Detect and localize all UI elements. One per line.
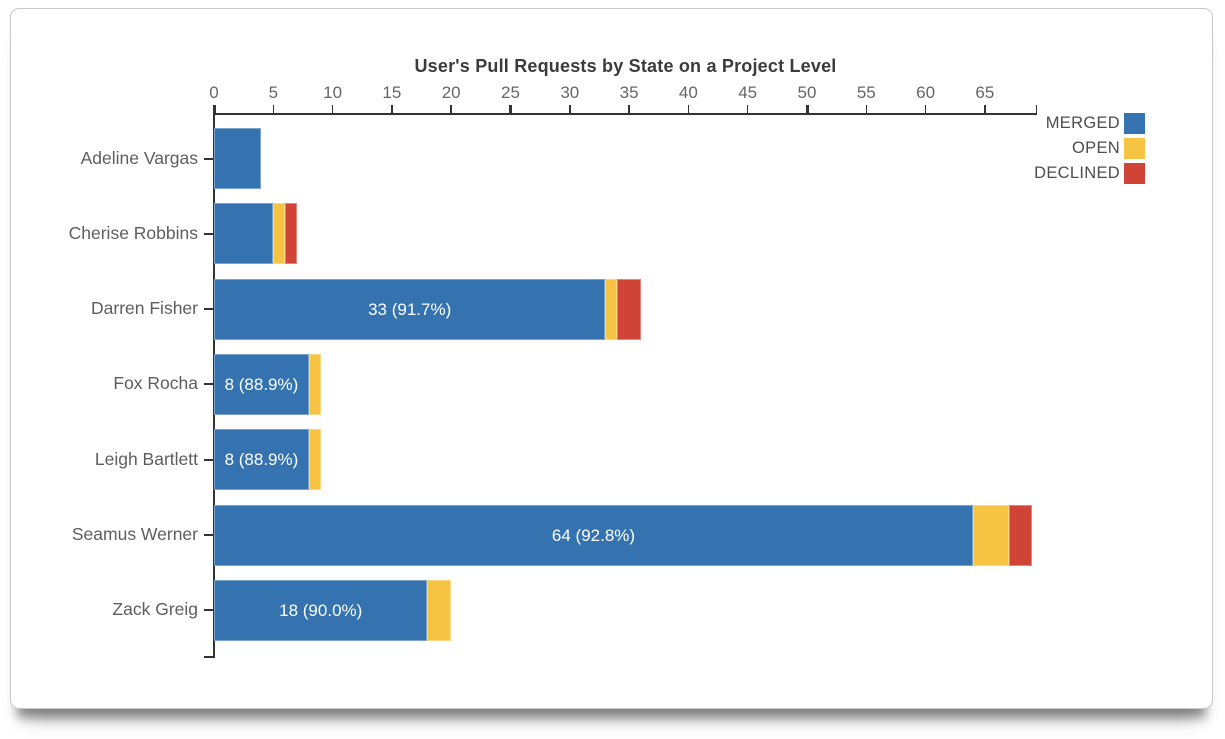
x-axis-tick-label: 30 <box>560 83 580 102</box>
bar-value-label: 18 (90.0%) <box>279 600 363 620</box>
category-label: Zack Greig <box>112 599 198 620</box>
category-label: Adeline Vargas <box>80 147 198 168</box>
bar-segment-declined[interactable] <box>1008 504 1033 566</box>
x-axis-tick <box>509 105 512 113</box>
x-axis-tick-label: 45 <box>738 83 758 102</box>
bar-segment-open[interactable] <box>308 353 321 415</box>
x-axis-tick-label: 0 <box>209 83 219 102</box>
x-axis-line <box>214 113 1038 115</box>
x-axis-tick-label: 65 <box>975 83 995 102</box>
chart-title: User's Pull Requests by State on a Proje… <box>414 56 837 76</box>
x-axis-tick <box>865 105 868 113</box>
category-label: Leigh Bartlett <box>94 448 198 469</box>
category-label: Cherise Robbins <box>68 222 198 243</box>
bar-segment-declined[interactable] <box>617 278 641 340</box>
category-label: Seamus Werner <box>71 524 198 545</box>
x-axis-tick <box>391 105 393 113</box>
y-axis-end-tick <box>204 656 214 658</box>
x-axis-tick <box>272 105 275 113</box>
legend-item-open[interactable]: OPEN <box>1034 138 1145 159</box>
legend-label: MERGED <box>1045 114 1120 132</box>
bar-segment-merged[interactable] <box>214 353 309 415</box>
x-axis-tick <box>924 105 927 113</box>
declined-color-swatch <box>1124 163 1145 184</box>
x-axis-tick <box>687 105 690 113</box>
category-tick <box>204 308 214 311</box>
bar-segment-open[interactable] <box>973 504 1009 566</box>
stacked-bar-chart: 0 5 10 15 20 25 30 35 40 45 50 55 60 65 Adeline Vargas… <box>11 9 1212 708</box>
legend-label: OPEN <box>1072 139 1120 157</box>
bar-segment-merged[interactable] <box>214 128 262 189</box>
chart-legend: MERGED OPEN DECLINED <box>1034 113 1145 188</box>
bar-segment-declined[interactable] <box>285 203 298 265</box>
x-axis-tick <box>331 105 334 113</box>
category-tick <box>204 458 214 461</box>
x-axis-tick <box>984 105 986 113</box>
x-axis-tick-label: 35 <box>619 83 639 102</box>
x-axis-tick <box>628 105 630 113</box>
x-axis-tick-label: 20 <box>441 83 461 102</box>
category-label: Darren Fisher <box>91 298 198 319</box>
bar-segment-open[interactable] <box>605 278 618 340</box>
merged-color-swatch <box>1124 113 1145 134</box>
category-tick <box>204 232 214 235</box>
bar-segment-merged[interactable] <box>214 504 974 566</box>
bar-value-label: 33 (91.7%) <box>368 299 452 319</box>
bar-segment-merged[interactable] <box>214 203 274 265</box>
bar-value-label: 8 (88.9%) <box>224 450 299 470</box>
chart-card: User's Pull Requests by State on a Proje… <box>10 8 1213 709</box>
legend-item-merged[interactable]: MERGED <box>1034 113 1145 134</box>
bar-segment-open[interactable] <box>308 429 321 491</box>
bar-segment-merged[interactable] <box>214 278 606 340</box>
x-axis-tick <box>805 105 809 113</box>
bar-segment-open[interactable] <box>273 203 286 265</box>
category-label: Fox Rocha <box>113 373 198 394</box>
x-axis-tick <box>569 105 571 113</box>
x-axis-tick-label: 15 <box>382 83 402 102</box>
category-tick <box>204 534 214 537</box>
x-axis-tick-label: 25 <box>501 83 520 102</box>
x-axis-tick-label: 40 <box>678 83 698 102</box>
open-color-swatch <box>1124 138 1145 159</box>
x-axis-tick <box>212 105 216 113</box>
bar-segment-merged[interactable] <box>214 429 309 491</box>
x-axis-tick-label: 5 <box>268 83 279 102</box>
category-tick <box>204 609 214 612</box>
y-axis-line <box>212 113 215 658</box>
bar-segment-merged[interactable] <box>214 579 428 641</box>
bar-value-label: 64 (92.8%) <box>551 525 636 545</box>
x-axis-end-tick <box>1035 105 1038 113</box>
x-axis-tick-label: 50 <box>797 83 817 102</box>
bar-value-label: 8 (88.9%) <box>224 374 299 394</box>
category-tick <box>204 383 214 386</box>
x-axis-tick <box>450 105 452 113</box>
x-axis-tick-label: 10 <box>323 83 343 102</box>
legend-item-declined[interactable]: DECLINED <box>1034 163 1145 184</box>
x-axis-tick <box>746 105 749 113</box>
category-tick <box>204 157 214 160</box>
x-axis-tick-label: 60 <box>916 83 936 102</box>
x-axis-tick-label: 55 <box>856 83 876 102</box>
legend-label: DECLINED <box>1034 164 1120 182</box>
bar-segment-open[interactable] <box>427 579 452 641</box>
